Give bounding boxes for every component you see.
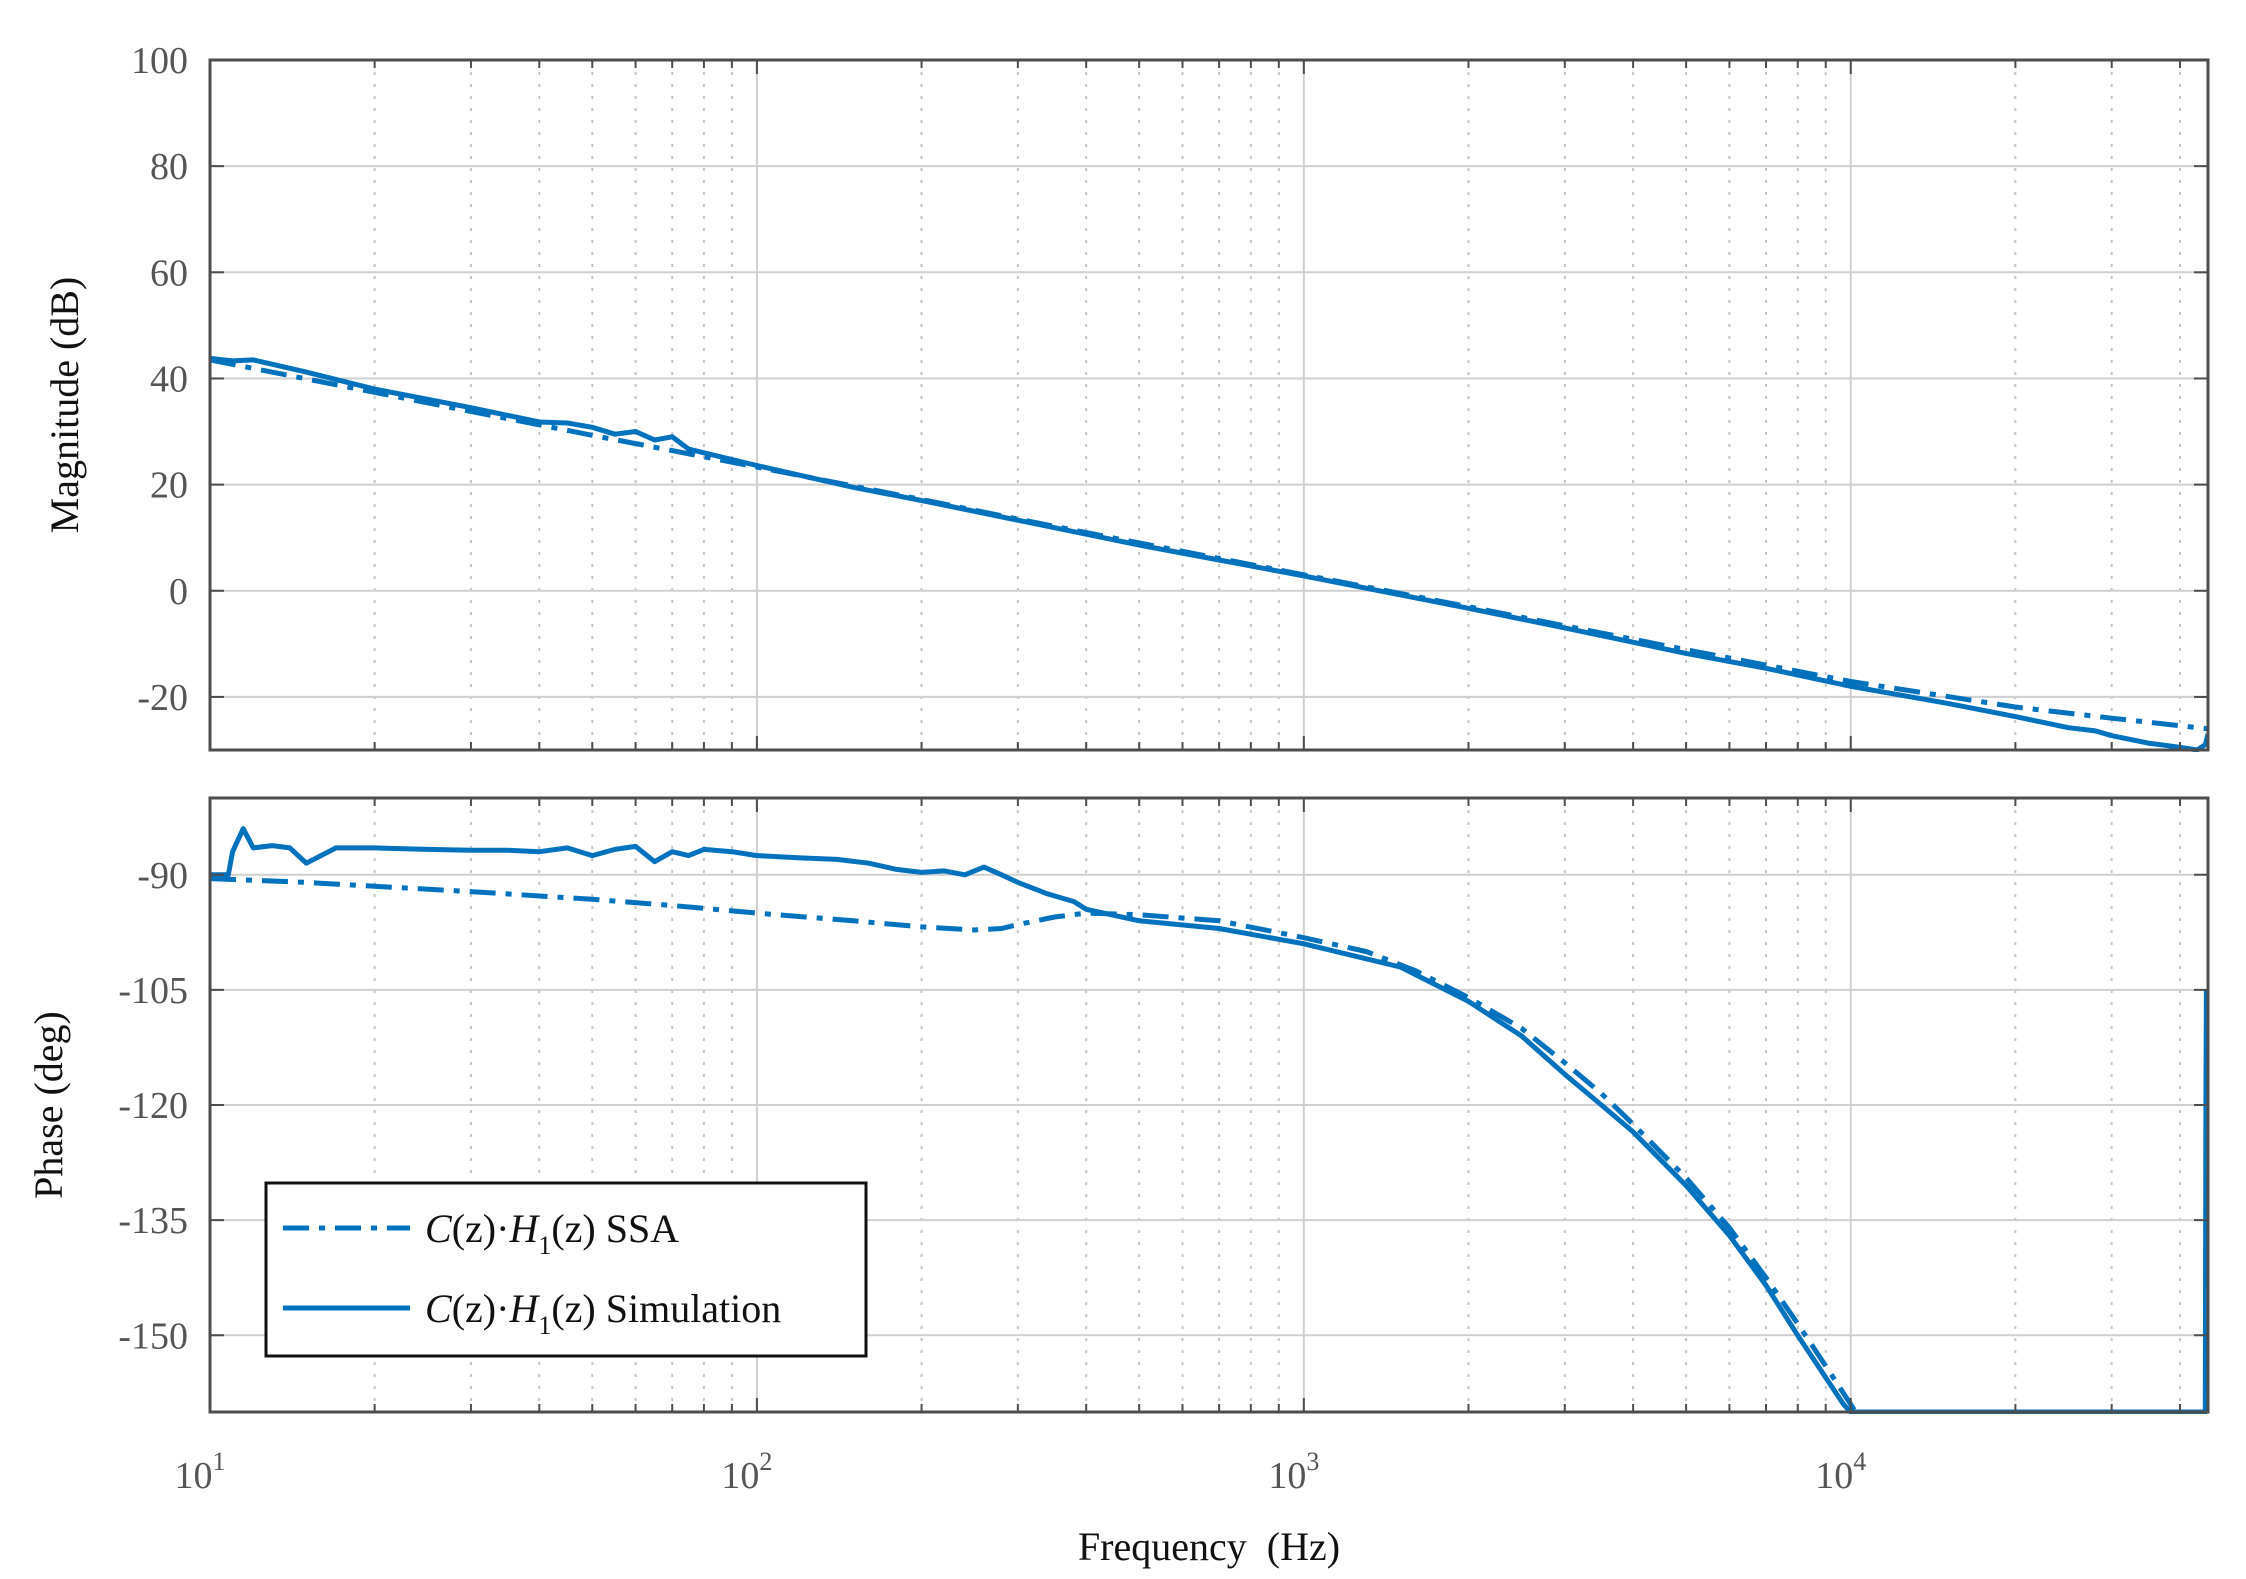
phase-series	[210, 826, 2208, 1414]
legend-sim-dot: ·	[496, 1286, 509, 1331]
frequency-tick-exponent: 1	[213, 1447, 226, 1476]
frequency-tick-base: 10	[721, 1455, 759, 1497]
phase-ytick-label: -90	[137, 855, 188, 897]
legend-ssa-h: H	[508, 1206, 540, 1251]
magnitude-ytick-label: 80	[150, 146, 188, 188]
magnitude-panel: -20 0 20 40 60 80 100 Magnitude (dB)	[42, 40, 2210, 752]
frequency-tick-labels: 101 102 103 104	[175, 1447, 1867, 1497]
phase-ytick-label: -150	[118, 1315, 188, 1357]
legend-label-ssa: C(z)·H1(z) SSA	[425, 1206, 679, 1260]
frequency-xlabel: Frequency (Hz)	[1078, 1524, 1340, 1569]
magnitude-ytick-label: 40	[150, 358, 188, 400]
frequency-tick-exponent: 4	[1853, 1447, 1866, 1476]
frequency-tick-base: 10	[175, 1455, 213, 1497]
frequency-tick-base: 10	[1815, 1455, 1853, 1497]
legend-ssa-z1: (z)	[452, 1206, 496, 1251]
magnitude-ylabel: Magnitude (dB)	[42, 277, 87, 534]
phase-ytick-label: -135	[118, 1200, 188, 1242]
frequency-tick-label: 103	[1268, 1447, 1319, 1497]
phase-ytick-label: -105	[118, 970, 188, 1012]
legend: C(z)·H1(z) SSA C(z)·H1(z) Simulation	[264, 1181, 868, 1358]
legend-sim-suffix: Simulation	[596, 1286, 782, 1331]
frequency-tick-exponent: 3	[1306, 1447, 1319, 1476]
frequency-tick-label: 102	[721, 1447, 772, 1497]
phase-series-group	[210, 826, 2208, 1414]
magnitude-series-simulation	[210, 355, 2208, 752]
legend-ssa-sub: 1	[538, 1231, 551, 1260]
legend-ssa-dot: ·	[496, 1206, 509, 1251]
phase-ylabel: Phase (deg)	[26, 1011, 71, 1199]
legend-sim-sub: 1	[538, 1311, 551, 1340]
frequency-tick-base: 10	[1268, 1455, 1306, 1497]
phase-series-simulation	[210, 826, 2208, 1414]
phase-ticks: -150 -135 -120 -105 -90	[118, 798, 2208, 1412]
frequency-tick-label: 101	[175, 1447, 226, 1497]
phase-panel: -150-135-120-105-90 101 102 103 104 Phase (…	[26, 796, 2210, 1569]
legend-label-simulation: C(z)·H1(z) Simulation	[425, 1286, 781, 1340]
legend-sim-c: C	[425, 1286, 453, 1331]
legend-ssa-z2: (z)	[551, 1206, 595, 1251]
magnitude-ytick-label: 100	[131, 40, 188, 82]
frequency-tick-label: 104	[1815, 1447, 1866, 1497]
magnitude-ytick-label: -20	[137, 677, 188, 719]
magnitude-ytick-label: 0	[169, 571, 188, 613]
legend-sim-h: H	[508, 1286, 540, 1331]
magnitude-plot-background	[210, 60, 2208, 750]
magnitude-axes-box	[208, 58, 2210, 752]
legend-sim-z2: (z)	[551, 1286, 595, 1331]
legend-ssa-suffix: SSA	[596, 1206, 679, 1251]
magnitude-ytick-label: 20	[150, 465, 188, 507]
magnitude-series-group	[210, 355, 2208, 752]
legend-box	[264, 1181, 868, 1358]
legend-sim-z1: (z)	[452, 1286, 496, 1331]
legend-ssa-c: C	[425, 1206, 453, 1251]
magnitude-ytick-label: 60	[150, 252, 188, 294]
frequency-tick-exponent: 2	[759, 1447, 772, 1476]
phase-ytick-label: -120	[118, 1085, 188, 1127]
phase-series-ssa	[210, 876, 1858, 1414]
magnitude-ticks: -20 0 20 40 60 80 100	[131, 40, 2208, 750]
magnitude-series	[210, 355, 2208, 752]
